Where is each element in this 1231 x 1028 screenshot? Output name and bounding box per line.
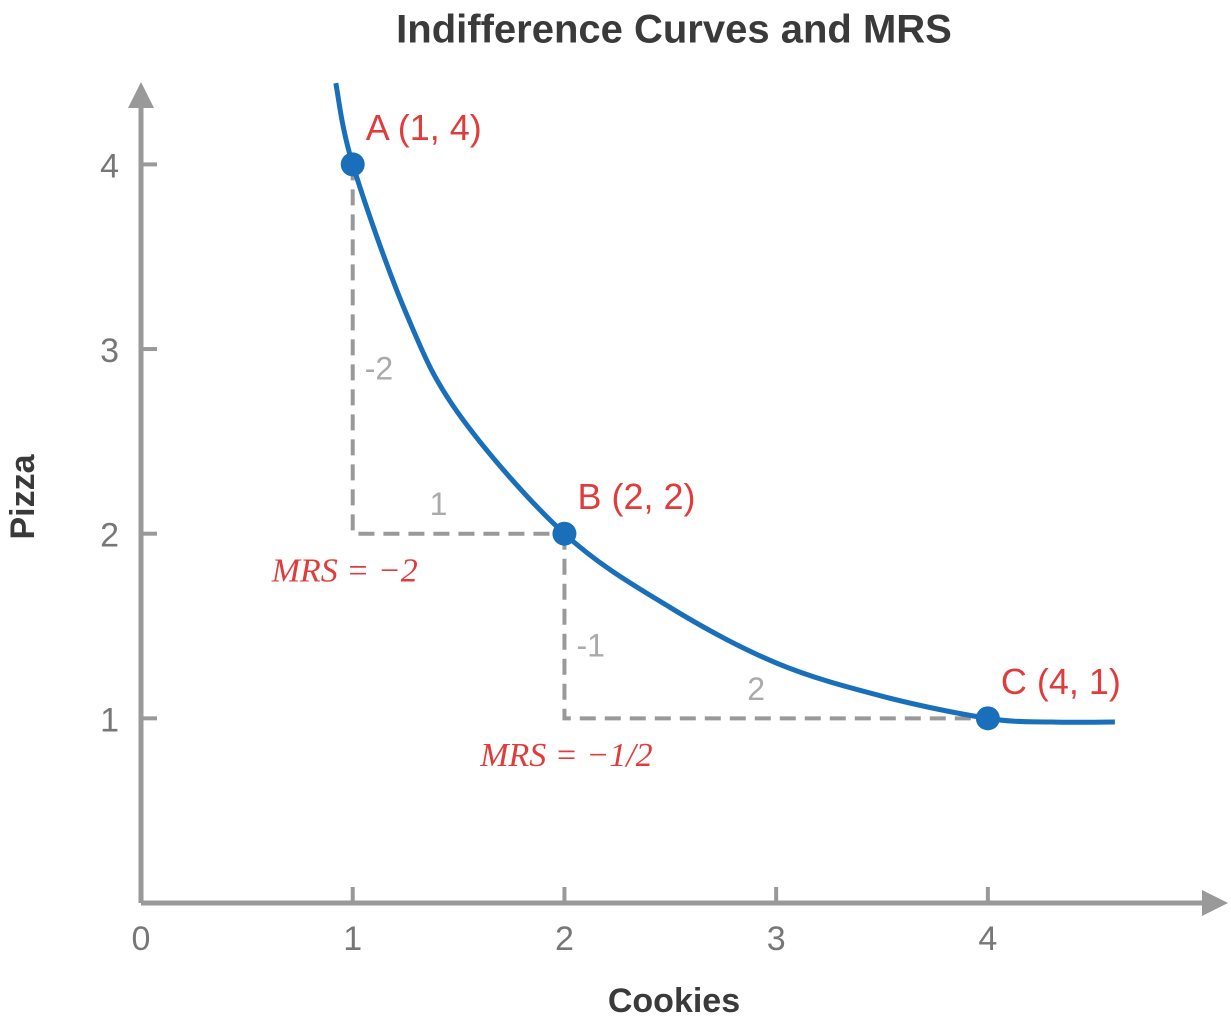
step-guide: [562, 533, 988, 721]
x-axis-label: Cookies: [608, 982, 740, 1020]
axes: [128, 82, 1228, 916]
y-tick-label: 1: [100, 701, 119, 739]
y-tick-label: 3: [100, 332, 119, 370]
x-tick-label: 3: [767, 920, 786, 958]
x-tick-label: 4: [978, 920, 997, 958]
point-label: C (4, 1): [1001, 661, 1121, 702]
point-label: B (2, 2): [577, 476, 695, 517]
x-tick-label: 2: [555, 920, 574, 958]
chart-title: Indifference Curves and MRS: [396, 8, 952, 52]
point: [340, 152, 365, 177]
point-label: A (1, 4): [366, 107, 482, 148]
y-axis-arrow: [128, 82, 154, 108]
mrs-label: MRS = −2: [271, 552, 418, 589]
run-label: 2: [747, 671, 765, 707]
y-tick-label: 2: [100, 517, 119, 555]
point: [975, 706, 1000, 731]
x-tick-label: 1: [343, 920, 362, 958]
mrs-label: MRS = −1/2: [479, 737, 652, 774]
point: [552, 521, 577, 546]
x-axis-arrow: [1202, 890, 1228, 916]
y-tick-label: 4: [100, 147, 119, 185]
rise-label: -1: [576, 627, 604, 663]
y-axis-label: Pizza: [4, 453, 42, 539]
rise-label: -2: [365, 351, 393, 387]
run-label: 1: [430, 486, 448, 522]
indifference-curve: [333, 82, 1115, 725]
x-tick-label: 0: [132, 920, 151, 958]
step-guide: [350, 164, 565, 536]
